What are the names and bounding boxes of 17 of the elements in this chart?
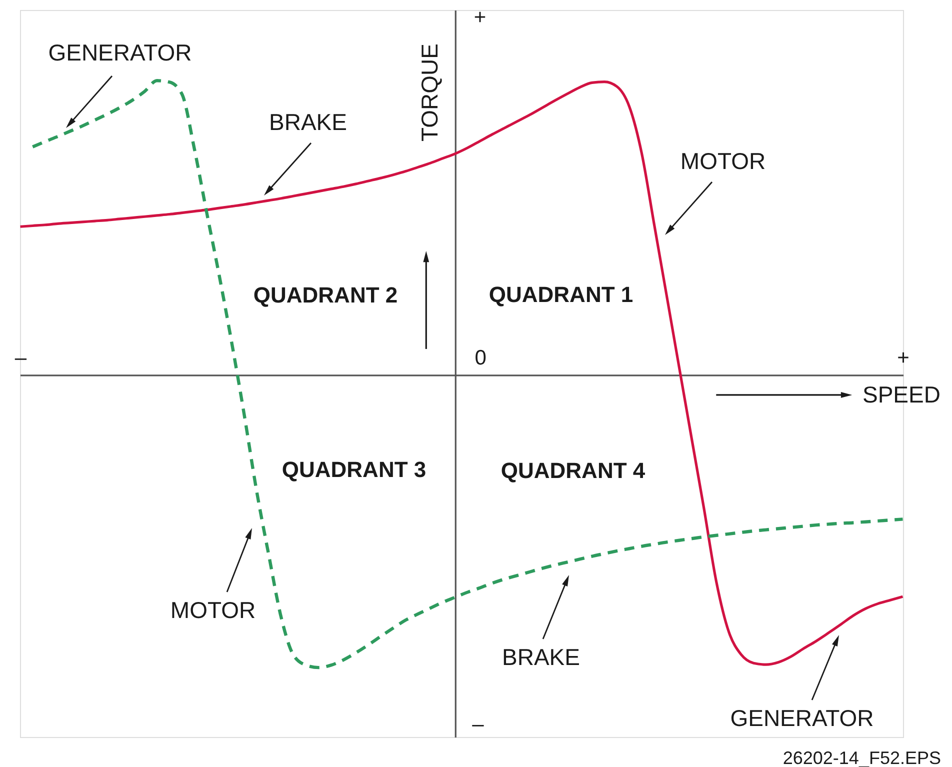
annotation: MOTOR: [170, 597, 256, 623]
text: –: [472, 713, 484, 736]
annotation: BRAKE: [269, 109, 347, 135]
x-tick-label: –: [14, 346, 27, 370]
text: +: [474, 6, 486, 29]
annotation: QUADRANT 1: [488, 282, 634, 307]
annotation: MOTOR: [680, 148, 766, 174]
x-axis-title: SPEED: [862, 381, 940, 408]
text: GENERATOR: [730, 705, 874, 731]
x-tick-label: +: [897, 346, 910, 370]
annotation: QUADRANT 3: [282, 457, 426, 482]
annotation: QUADRANT 2: [253, 282, 398, 308]
annotation: BRAKE: [502, 644, 580, 670]
annotation: QUADRANT 4: [500, 458, 646, 483]
text: GENERATOR: [48, 40, 192, 66]
x-tick-label: 0: [474, 346, 486, 370]
y-axis-title: TORQUE: [416, 44, 443, 142]
